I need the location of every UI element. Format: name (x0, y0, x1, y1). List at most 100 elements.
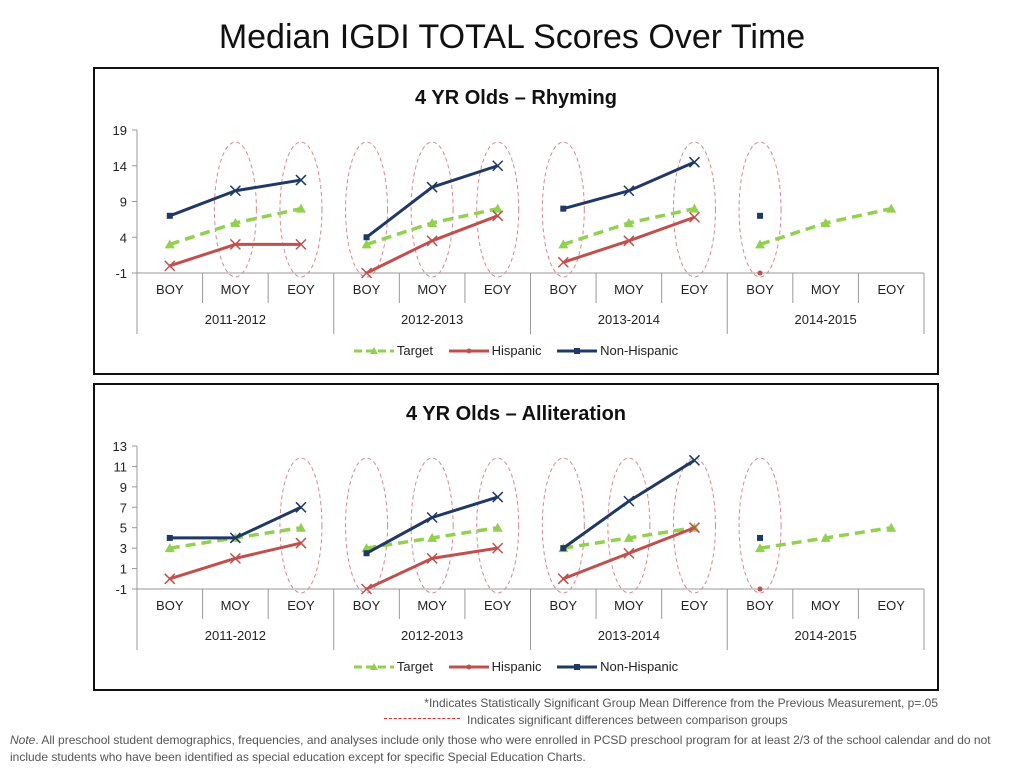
comparison-footnote: Indicates significant differences betwee… (467, 713, 788, 727)
x-category-label: EOY (681, 282, 709, 297)
x-group-label: 2013-2014 (598, 628, 660, 643)
x-category-label: MOY (811, 598, 841, 613)
significance-circle (279, 457, 323, 594)
data-point-hispanic (688, 522, 700, 534)
note-text: Note. All preschool student demographics… (10, 732, 1020, 766)
significance-footnote: *Indicates Statistically Significant Gro… (424, 696, 938, 710)
x-category-label: BOY (550, 282, 578, 297)
dashed-line-sample (384, 718, 460, 719)
data-point-non-hispanic (623, 495, 635, 507)
significance-circle (345, 141, 389, 278)
data-point-non-hispanic (229, 532, 241, 544)
significance-circle (279, 141, 323, 278)
data-point-non-hispanic (166, 534, 173, 541)
chart-title: 4 YR Olds – Alliteration (406, 403, 626, 425)
note-label: Note (10, 733, 36, 747)
data-point-hispanic (361, 267, 373, 279)
alliteration-chart-panel: 4 YR Olds – Alliteration 13 11 9 7 5 3 1 -1 BOY MO… (93, 383, 939, 691)
y-tick-label: -1 (115, 582, 127, 597)
x-group-label: 2012-2013 (401, 628, 463, 643)
significance-circle (738, 457, 782, 594)
data-point-non-hispanic (492, 160, 504, 172)
legend-non-hispanic-line-icon (557, 663, 598, 670)
data-point-non-hispanic (492, 491, 504, 503)
data-point-target (820, 532, 831, 542)
significance-circle (410, 141, 454, 278)
data-point-target (755, 543, 766, 553)
y-tick-label: 19 (113, 123, 127, 138)
x-category-label: EOY (484, 598, 512, 613)
data-point-target (820, 217, 831, 227)
data-point-target (164, 239, 175, 249)
x-group-label: 2014-2015 (795, 312, 857, 327)
x-category-label: MOY (811, 282, 841, 297)
data-point-target (623, 217, 634, 227)
data-point-non-hispanic (560, 545, 567, 552)
data-point-hispanic (164, 260, 176, 272)
legend-hispanic-line-icon (448, 664, 489, 669)
data-point-hispanic (426, 552, 438, 564)
data-point-non-hispanic (688, 156, 700, 168)
x-category-label: BOY (746, 282, 774, 297)
data-point-non-hispanic (295, 174, 307, 186)
data-point-non-hispanic (426, 181, 438, 193)
data-point-hispanic (295, 537, 307, 549)
data-point-hispanic (557, 573, 569, 585)
x-category-label: EOY (484, 282, 512, 297)
note-body: . All preschool student demographics, fr… (10, 733, 991, 764)
series-line-hispanic (169, 242, 301, 268)
x-category-label: EOY (681, 598, 709, 613)
data-point-target (427, 532, 438, 542)
data-point-hispanic (688, 211, 700, 223)
y-tick-label: 4 (120, 230, 127, 245)
legend-target: Target (353, 343, 433, 358)
legend-non-hispanic-line-icon (557, 347, 598, 354)
x-category-label: EOY (287, 282, 315, 297)
data-point-target (164, 543, 175, 553)
series-line-hispanic (365, 546, 498, 591)
x-category-label: EOY (877, 598, 905, 613)
significance-circle (672, 457, 716, 594)
rhyming-chart: 4 YR Olds – Rhyming 19 14 9 4 -1 BOY MOY EOY BOY M… (113, 87, 925, 334)
data-point-non-hispanic (560, 205, 567, 212)
data-point-target (558, 239, 569, 249)
x-category-label: MOY (221, 598, 251, 613)
data-point-hispanic (361, 583, 373, 595)
data-point-hispanic (229, 552, 241, 564)
data-point-target (755, 239, 766, 249)
significance-circle (476, 457, 520, 594)
data-point-non-hispanic (295, 501, 307, 513)
x-group-label: 2011-2012 (205, 628, 266, 643)
legend-target-line-icon (353, 662, 394, 670)
y-tick-label: 7 (120, 500, 127, 515)
data-point-target (492, 522, 503, 532)
legend-non-hispanic-label: Non-Hispanic (600, 659, 679, 674)
y-tick-label: 1 (120, 562, 127, 577)
data-point-non-hispanic (757, 534, 764, 541)
x-category-label: EOY (287, 598, 315, 613)
data-point-hispanic (492, 542, 504, 554)
rhyming-legend: Target Hispanic Non-Hispanic (95, 343, 937, 359)
data-point-hispanic (426, 235, 438, 247)
series-line-non-hispanic (562, 160, 696, 211)
legend-hispanic: Hispanic (448, 343, 541, 358)
data-point-non-hispanic (166, 212, 173, 219)
significance-circle (607, 457, 651, 594)
legend-hispanic-label: Hispanic (491, 659, 542, 674)
data-point-hispanic (229, 238, 241, 250)
y-tick-label: 9 (120, 480, 127, 495)
x-category-label: MOY (417, 282, 447, 297)
x-category-label: BOY (550, 598, 578, 613)
data-point-non-hispanic (688, 454, 700, 466)
data-point-target (492, 203, 503, 213)
significance-circle (213, 141, 257, 278)
data-point-target (623, 532, 634, 542)
x-category-label: MOY (614, 598, 644, 613)
rhyming-chart-panel: 4 YR Olds – Rhyming 19 14 9 4 -1 BOY MOY EOY BOY M… (93, 67, 939, 375)
data-point-target (886, 203, 897, 213)
data-point-target (886, 522, 897, 532)
data-point-target (230, 217, 241, 227)
data-point-hispanic (757, 270, 763, 276)
series-line-hispanic (169, 541, 302, 581)
data-point-target (361, 543, 372, 553)
